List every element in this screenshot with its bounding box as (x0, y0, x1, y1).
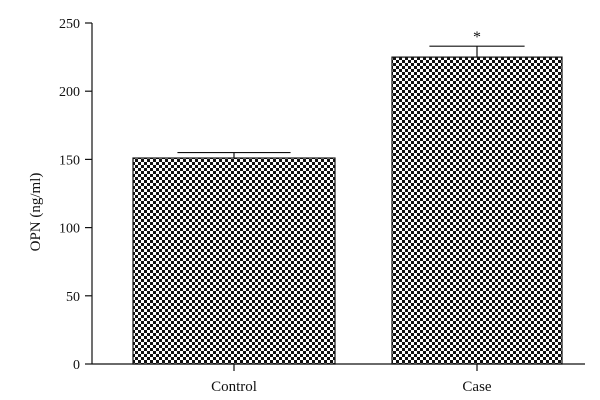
x-tick-label-control: Control (211, 379, 257, 395)
y-tick-label-200: 200 (59, 85, 80, 100)
significance-marker: * (473, 29, 481, 46)
bar-case (391, 56, 563, 365)
y-tick-label-250: 250 (59, 17, 80, 32)
y-tick-label-150: 150 (59, 153, 80, 168)
plot-area: * 0 50 100 150 200 250 Control Case (59, 17, 585, 395)
y-tick-label-100: 100 (59, 222, 80, 237)
y-axis-title: OPN (ng/ml) (28, 173, 44, 252)
bar-control (132, 157, 336, 365)
y-tick-label-0: 0 (73, 358, 80, 373)
y-tick-label-50: 50 (66, 290, 80, 305)
x-tick-label-case: Case (462, 379, 492, 395)
